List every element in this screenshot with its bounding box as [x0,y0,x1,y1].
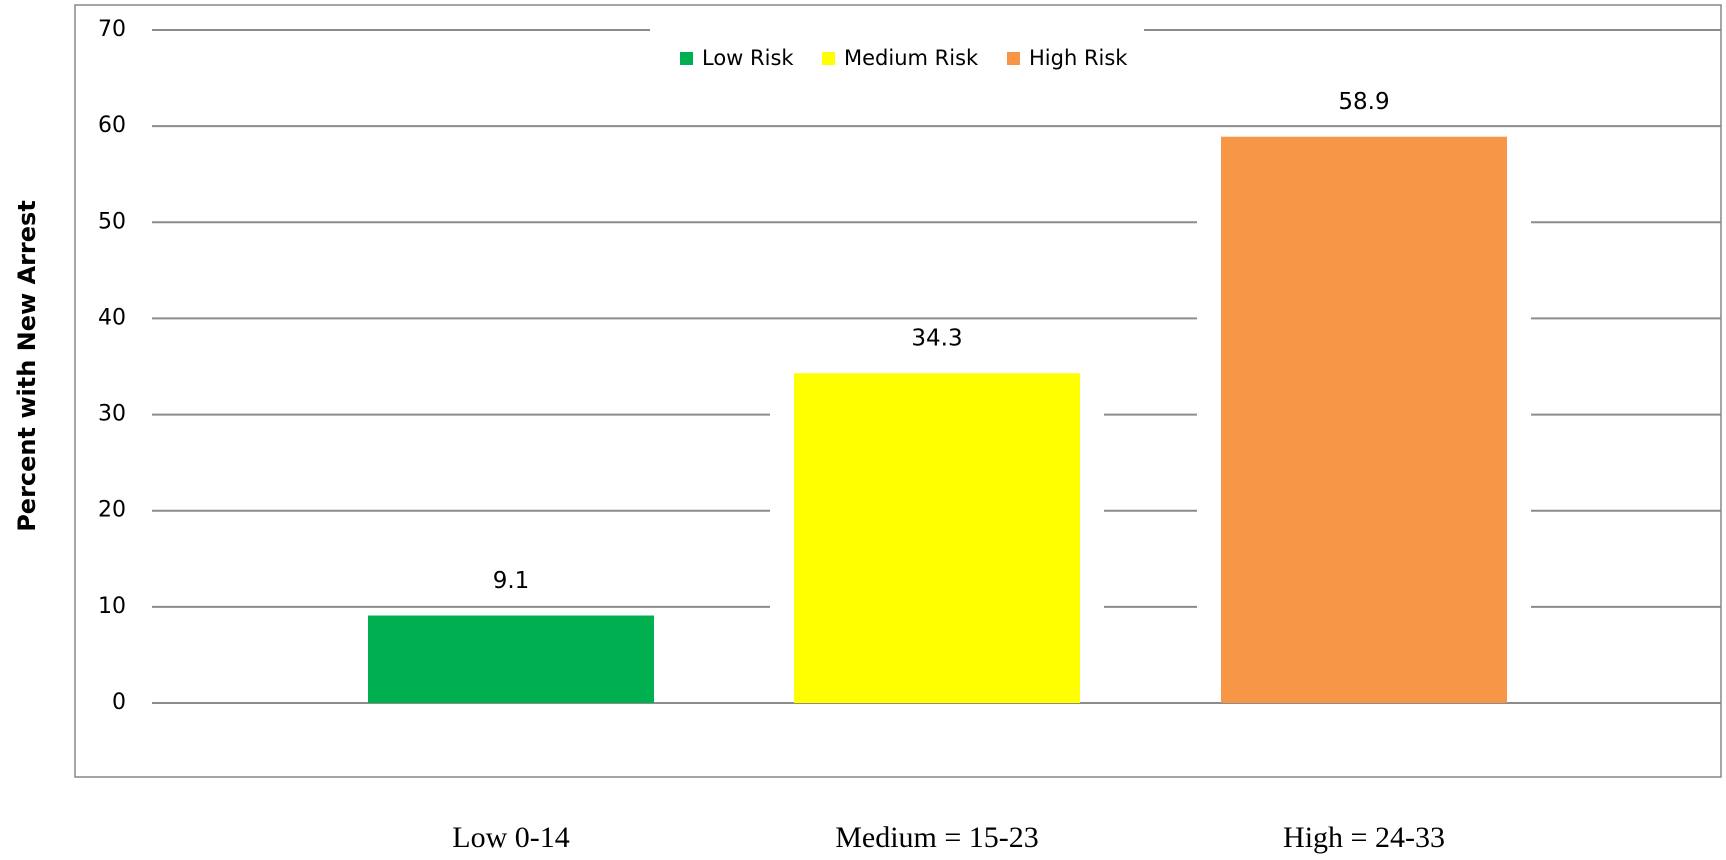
bar [794,373,1080,703]
legend-swatch [680,52,693,65]
legend-label: Low Risk [702,46,794,70]
y-axis-title: Percent with New Arrest [13,200,41,532]
x-tick-label: Low 0-14 [452,821,569,854]
bar [1221,136,1507,703]
legend-swatch [822,52,835,65]
value-label: 9.1 [493,568,530,594]
legend-label: Medium Risk [844,46,979,70]
legend-swatch [1007,52,1020,65]
plot-frame [74,4,1722,778]
y-tick-label: 20 [98,498,126,523]
y-tick-label: 60 [98,113,126,138]
y-tick-label: 70 [98,17,126,42]
x-tick-label: High = 24-33 [1283,821,1445,854]
y-tick-label: 50 [98,209,126,234]
value-label: 34.3 [911,326,962,352]
legend-box [650,20,1144,70]
y-tick-label: 0 [112,690,126,715]
value-label: 58.9 [1338,89,1389,115]
y-tick-label: 40 [98,305,126,330]
y-tick-label: 30 [98,402,126,427]
legend-label: High Risk [1029,46,1128,70]
x-tick-label: Medium = 15-23 [835,821,1039,854]
bar [368,615,654,703]
y-tick-label: 10 [98,594,126,619]
